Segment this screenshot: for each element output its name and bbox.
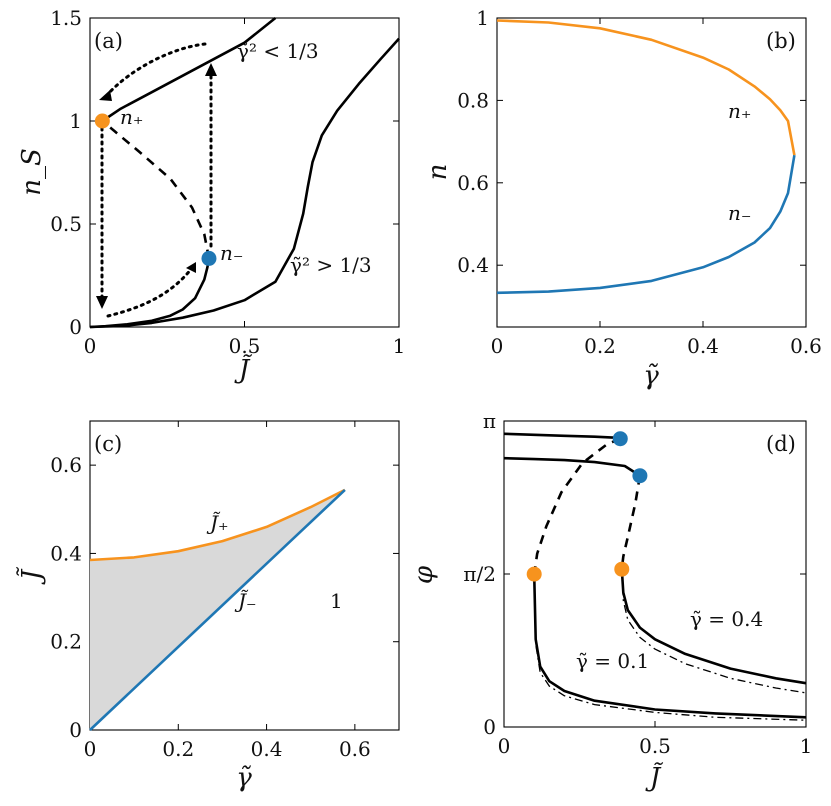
panel-b-frame — [496, 17, 807, 328]
panel-c-xlabel: γ̃ — [236, 763, 252, 793]
panel-a-dotted-arrows — [100, 42, 213, 318]
data-point — [614, 561, 630, 577]
panel-a-annotation-gt: γ̃² > 1/3 — [290, 253, 372, 277]
x-tick-label: 0 — [491, 334, 504, 358]
panel-a-label-nminus: n₋ — [220, 241, 243, 265]
y-tick-label: 0.2 — [50, 630, 82, 654]
panel-b-ylabel: n — [423, 164, 453, 181]
data-point — [526, 566, 542, 582]
y-tick-label: 0.5 — [50, 212, 82, 236]
panel-b: (b) γ̃ n n₊ n₋ — [423, 17, 807, 391]
panel-d-annotation-04: γ̃ = 0.4 — [690, 607, 763, 631]
panel-b-xlabel: γ̃ — [643, 361, 659, 391]
data-point — [632, 468, 648, 484]
data-point — [201, 250, 217, 266]
y-tick-label: 0.4 — [457, 253, 489, 277]
y-tick-label: 0 — [483, 715, 496, 739]
panel-a: (a) J̃ n_S γ̃² < 1/3 γ̃² > 1/3 n₊ n₋ — [17, 17, 400, 385]
panel-b-label: (b) — [766, 29, 796, 53]
x-tick-label: 0 — [84, 334, 97, 358]
panel-d-marks: 0 0.5 1 0 π/2 π — [463, 409, 812, 758]
series-line — [496, 19, 796, 156]
panel-d-xlabel: J̃ — [645, 762, 664, 793]
y-tick-label: 1.5 — [50, 6, 82, 30]
arrow-curve-top — [106, 42, 207, 96]
panel-c-region-1: 1 — [330, 589, 343, 613]
y-tick-label: 0.8 — [457, 88, 489, 112]
x-tick-label: 0.2 — [584, 334, 616, 358]
data-point — [612, 431, 628, 447]
panel-a-annotation-lt: γ̃² < 1/3 — [237, 39, 319, 63]
series-line — [101, 16, 277, 123]
panel-c: (c) γ̃ J̃ J̃₊ J̃₋ 2 1 — [16, 420, 400, 793]
x-tick-label: 0.4 — [251, 737, 283, 761]
panel-a-label-nplus: n₊ — [120, 105, 143, 129]
series-line — [89, 488, 346, 731]
y-tick-label: 0 — [69, 718, 82, 742]
series-line — [533, 574, 807, 721]
x-tick-label: 1 — [800, 734, 813, 758]
panel-d-annotation-01: γ̃ = 0.1 — [576, 649, 649, 673]
panel-a-label: (a) — [94, 29, 123, 53]
x-tick-label: 0 — [84, 737, 97, 761]
series-line — [101, 120, 211, 259]
series-line — [621, 569, 807, 694]
panel-d: (d) J̃ φ γ̃ = 0.4 γ̃ = 0.1 — [409, 420, 807, 793]
x-tick-label: 0 — [498, 734, 511, 758]
panel-c-marks: 0 0.2 0.4 0.6 0 0.2 0.4 0.6 — [50, 421, 399, 761]
y-tick-label: π — [483, 409, 496, 433]
arrowhead-up — [205, 63, 217, 76]
panel-c-series-jminus: J̃₋ — [234, 589, 257, 613]
panel-c-ylabel: J̃ — [16, 566, 47, 585]
y-tick-label: 0 — [69, 315, 82, 339]
arrowhead-bottomright — [186, 262, 196, 273]
panel-a-marks: 0 0.5 1 0 0.5 1 1.5 — [50, 6, 405, 358]
y-tick-label: 0.4 — [50, 541, 82, 565]
x-tick-label: 0.4 — [687, 334, 719, 358]
panel-a-arrowheads — [96, 63, 217, 309]
x-tick-label: 1 — [393, 334, 406, 358]
arrowhead-down — [96, 296, 108, 309]
x-tick-label: 0.6 — [339, 737, 371, 761]
series-line — [89, 37, 400, 329]
plot-layer: 0 0.5 1 0 0.5 1 1.5 0 0.2 0.4 0.6 0.4 0.6 0.8 1 0 0.2 0.4… — [50, 6, 822, 761]
series-line — [532, 574, 807, 719]
panel-c-series-jplus: J̃₊ — [206, 511, 229, 535]
panel-d-label: (d) — [766, 432, 796, 456]
panel-b-series-nminus: n₋ — [728, 201, 751, 225]
panel-a-xlabel: J̃ — [234, 354, 253, 385]
y-tick-label: 0.6 — [50, 453, 82, 477]
series-line — [620, 475, 642, 570]
panel-b-series-nplus: n₊ — [728, 99, 751, 123]
series-line — [89, 488, 346, 562]
x-tick-label: 0.5 — [229, 334, 261, 358]
x-tick-label: 0.2 — [162, 737, 194, 761]
series-line — [620, 569, 807, 685]
arrow-curve-bottom — [106, 266, 194, 318]
series-line — [496, 154, 796, 295]
data-point — [94, 113, 110, 129]
series-line — [503, 432, 621, 440]
y-tick-label: 1 — [476, 6, 489, 30]
x-tick-label: 0.5 — [639, 734, 671, 758]
arrowhead-topleft — [99, 90, 112, 101]
y-tick-label: 1 — [69, 109, 82, 133]
panel-d-ylabel: φ — [409, 565, 439, 584]
series-line — [503, 456, 641, 477]
panel-a-frame — [89, 17, 400, 328]
panel-c-label: (c) — [94, 432, 122, 456]
y-tick-label: 0.6 — [457, 171, 489, 195]
series-line — [532, 437, 621, 575]
panel-b-marks: 0 0.2 0.4 0.6 0.4 0.6 0.8 1 — [457, 6, 822, 358]
x-tick-label: 0.6 — [790, 334, 822, 358]
y-tick-label: π/2 — [463, 562, 496, 586]
panel-a-ylabel: n_S — [17, 148, 47, 196]
